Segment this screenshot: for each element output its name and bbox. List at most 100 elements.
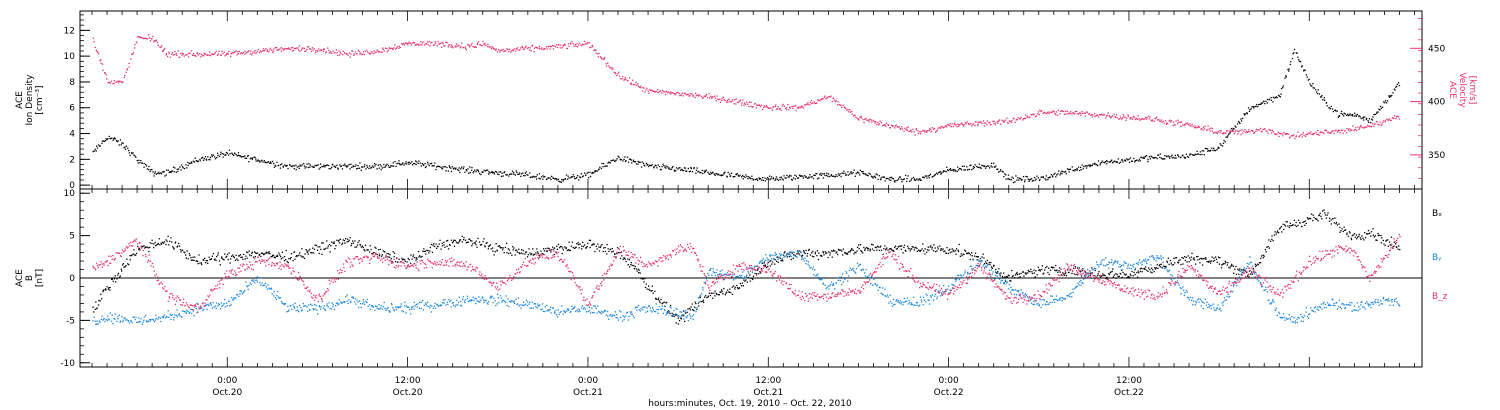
left-axis-label: [nT] (35, 269, 45, 287)
data-point (1086, 111, 1088, 114)
data-point (242, 52, 244, 55)
data-point (224, 306, 226, 308)
data-point (1271, 129, 1274, 132)
data-point (212, 302, 214, 304)
data-point (929, 173, 932, 175)
data-point (1083, 112, 1085, 114)
data-point (1003, 176, 1005, 178)
data-point (393, 255, 395, 258)
data-point (1195, 127, 1197, 129)
data-point (250, 283, 252, 286)
data-point (370, 166, 373, 169)
data-point (743, 102, 746, 104)
data-point (1064, 110, 1067, 113)
data-point (487, 169, 489, 171)
data-point (1038, 113, 1040, 116)
data-point (1174, 124, 1176, 126)
data-point (385, 164, 387, 167)
data-point (346, 241, 348, 243)
data-point (122, 142, 124, 144)
data-point (138, 159, 140, 161)
data-point (294, 258, 296, 260)
data-point (195, 55, 197, 57)
data-point (671, 315, 674, 317)
data-point (1282, 223, 1284, 225)
data-point (441, 168, 444, 170)
data-point (1173, 257, 1175, 260)
data-point (1129, 273, 1131, 275)
data-point (588, 177, 590, 179)
data-point (829, 254, 831, 256)
data-point (440, 46, 443, 48)
data-point (716, 293, 718, 296)
data-point (1137, 115, 1139, 117)
data-point (1041, 110, 1043, 112)
data-point (154, 241, 156, 244)
data-point (121, 82, 123, 84)
data-point (1304, 224, 1306, 226)
data-point (486, 241, 488, 244)
data-point (256, 50, 258, 52)
data-point (526, 174, 528, 176)
data-point (920, 131, 922, 133)
data-point (552, 44, 554, 46)
data-point (187, 56, 190, 58)
data-point (322, 50, 325, 52)
data-point (532, 254, 534, 256)
data-point (514, 174, 516, 176)
data-point (757, 269, 759, 271)
data-point (418, 44, 420, 46)
data-point (114, 275, 116, 277)
data-point (1325, 129, 1327, 131)
data-point (1138, 158, 1141, 160)
data-point (942, 248, 944, 250)
data-point (719, 101, 721, 103)
data-point (280, 164, 282, 166)
data-point (678, 167, 680, 169)
data-point (576, 43, 578, 45)
data-point (1186, 122, 1189, 124)
data-point (102, 319, 104, 321)
data-point (650, 290, 652, 292)
data-point (1113, 274, 1115, 276)
data-point (1010, 280, 1012, 282)
data-point (448, 44, 450, 46)
data-point (535, 252, 537, 254)
data-point (1002, 276, 1004, 279)
data-point (427, 163, 429, 165)
data-point (162, 50, 164, 52)
data-point (635, 268, 637, 270)
data-point (1116, 273, 1118, 276)
data-point (178, 313, 180, 315)
data-point (1279, 227, 1281, 229)
data-point (1041, 176, 1043, 178)
data-point (1359, 125, 1362, 128)
data-point (389, 166, 391, 168)
data-point (619, 257, 622, 259)
data-point (796, 250, 799, 252)
data-point (760, 268, 763, 270)
data-point (658, 165, 661, 168)
data-point (750, 101, 752, 103)
data-point (708, 292, 710, 294)
data-point (894, 125, 896, 127)
data-point (431, 251, 434, 253)
data-point (117, 316, 119, 318)
data-point (564, 177, 566, 180)
data-point (1255, 130, 1257, 132)
data-point (475, 171, 477, 173)
data-point (451, 166, 453, 168)
data-point (1157, 154, 1160, 156)
data-point (384, 47, 387, 49)
data-point (939, 171, 942, 173)
data-point (844, 106, 846, 109)
data-point (299, 252, 301, 254)
data-point (1317, 89, 1319, 91)
data-point (1016, 118, 1018, 121)
data-point (966, 252, 968, 255)
data-point (607, 62, 609, 64)
data-point (388, 256, 391, 258)
data-point (1273, 234, 1276, 236)
data-point (582, 43, 584, 45)
